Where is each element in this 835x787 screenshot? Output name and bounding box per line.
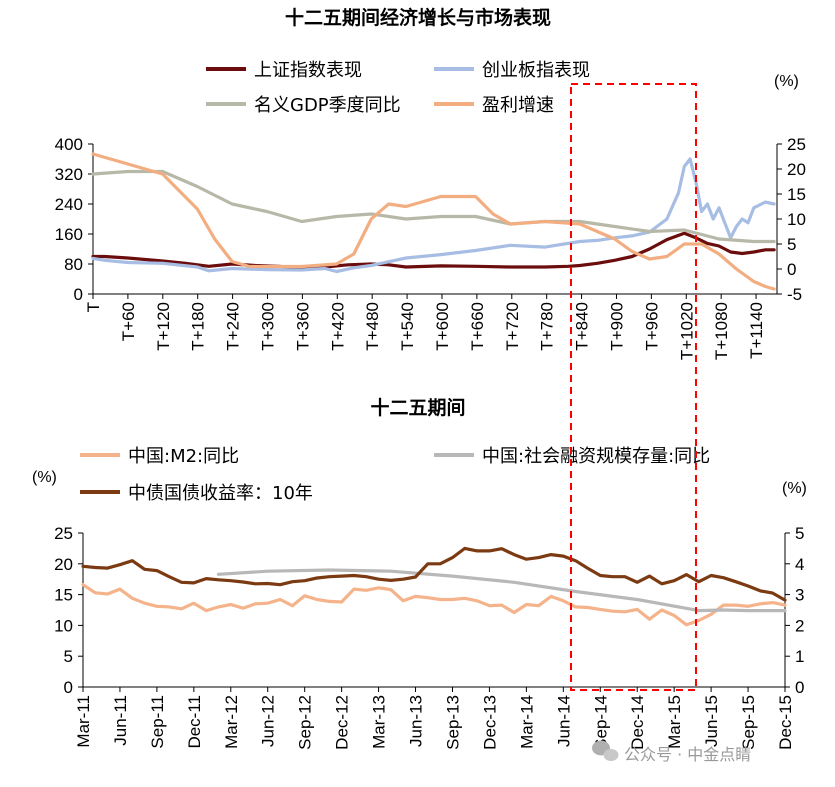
series-line — [91, 152, 776, 291]
left-tick-label: 400 — [55, 135, 83, 154]
top-plot-area: 400 320 240 160 80 0 25 20 15 10 5 0 -5 T T+60 T+120 T+1… — [55, 135, 806, 360]
x-tick-label: Jun-15 — [702, 695, 721, 747]
right-tick-label: 1 — [795, 647, 804, 666]
x-tick-label: Mar-15 — [665, 695, 684, 749]
left-tick-label: 0 — [64, 678, 73, 697]
legend-label-m2: 中国:M2:同比 — [128, 446, 239, 467]
legend-label-gdp: 名义GDP季度同比 — [254, 95, 401, 116]
top-legend: 上证指数表现 创业板指表现 名义GDP季度同比 盈利增速 — [206, 60, 590, 116]
legend-label-tsf: 中国:社会融资规模存量:同比 — [482, 446, 710, 467]
highlight-box — [570, 83, 697, 691]
x-tick-label: Mar-12 — [222, 695, 241, 749]
right-tick-label: 5 — [795, 524, 804, 543]
x-tick-label: T+900 — [607, 302, 626, 351]
series-line — [81, 546, 787, 602]
legend-label-sse: 上证指数表现 — [254, 60, 362, 81]
x-tick-label: Dec-12 — [333, 695, 352, 750]
right-tick-label: 3 — [795, 586, 804, 605]
series-line — [91, 157, 776, 274]
x-tick-label: Jun-12 — [259, 695, 278, 747]
bottom-legend: 中国:M2:同比 中国:社会融资规模存量:同比 中债国债收益率：10年 — [80, 446, 710, 504]
x-tick-label: T+360 — [293, 302, 312, 351]
left-tick-label: 160 — [55, 225, 83, 244]
x-tick-label: T+120 — [154, 302, 173, 351]
left-tick-label: 320 — [55, 165, 83, 184]
x-tick-label: T+480 — [363, 302, 382, 351]
x-tick-label: Dec-11 — [185, 695, 204, 749]
x-tick-label: T+240 — [224, 302, 243, 351]
x-tick-label: T+300 — [258, 302, 277, 351]
x-tick-label: T+780 — [538, 302, 557, 351]
x-tick-label: T+660 — [468, 302, 487, 351]
wechat-icon — [592, 740, 619, 761]
right-tick-label: 4 — [795, 555, 804, 574]
series-line — [91, 231, 776, 270]
x-tick-label: T+540 — [398, 302, 417, 351]
x-tick-label: Jun-14 — [554, 695, 573, 747]
x-tick-label: Jun-11 — [111, 695, 130, 746]
x-tick-label: Sep-11 — [148, 695, 167, 749]
x-tick-label: T+960 — [642, 302, 661, 351]
right-tick-label: 20 — [787, 160, 806, 179]
right-tick-label: 2 — [795, 616, 804, 635]
x-tick-label: Sep-12 — [296, 695, 315, 750]
left-tick-label: 0 — [74, 285, 83, 304]
left-tick-label: 10 — [54, 616, 73, 635]
x-tick-label: T+600 — [433, 302, 452, 351]
series-line — [91, 169, 776, 244]
x-tick-label: Dec-14 — [628, 695, 647, 750]
x-tick-label: Sep-14 — [591, 695, 610, 750]
left-tick-label: 80 — [64, 255, 83, 274]
legend-label-gem: 创业板指表现 — [482, 60, 590, 81]
left-tick-label: 5 — [64, 647, 73, 666]
x-tick-label: T+60 — [119, 302, 138, 341]
x-tick-label: Mar-13 — [370, 695, 389, 749]
x-tick-label: Mar-11 — [74, 695, 93, 748]
left-tick-label: 240 — [55, 195, 83, 214]
top-right-axis-unit: (%) — [774, 73, 799, 90]
left-tick-label: 20 — [54, 555, 73, 574]
right-tick-label: 0 — [795, 678, 804, 697]
x-tick-label: T+1080 — [712, 302, 731, 360]
watermark-text: 公众号 · 中金点睛 — [624, 745, 751, 764]
watermark: 公众号 · 中金点睛 — [592, 740, 751, 764]
right-tick-label: 25 — [787, 135, 806, 154]
x-tick-label: T+1020 — [677, 302, 696, 360]
series-line — [216, 568, 787, 613]
left-tick-label: 15 — [54, 586, 73, 605]
x-tick-label: Jun-13 — [407, 695, 426, 747]
x-tick-label: T+1140 — [747, 302, 766, 359]
right-tick-label: 5 — [787, 235, 796, 254]
right-tick-label: 0 — [787, 260, 796, 279]
x-tick-label: Dec-15 — [776, 695, 795, 750]
bottom-left-axis-unit: (%) — [32, 469, 57, 486]
right-tick-label: -5 — [787, 285, 802, 304]
left-tick-label: 25 — [54, 524, 73, 543]
x-tick-label: T+720 — [503, 302, 522, 351]
x-tick-label: Dec-13 — [480, 695, 499, 750]
x-tick-label: Mar-14 — [517, 695, 536, 749]
x-tick-label: Sep-13 — [443, 695, 462, 750]
right-tick-label: 10 — [787, 210, 806, 229]
bottom-right-axis-unit: (%) — [782, 480, 807, 497]
x-tick-label: T+840 — [573, 302, 592, 351]
right-tick-label: 15 — [787, 185, 806, 204]
series-line — [81, 583, 787, 627]
x-tick-label: T+180 — [189, 302, 208, 351]
x-tick-label: T+420 — [328, 302, 347, 351]
top-chart-title: 十二五期间经济增长与市场表现 — [285, 6, 551, 29]
x-tick-label: Sep-15 — [739, 695, 758, 750]
bottom-chart-title: 十二五期间 — [370, 396, 465, 419]
legend-label-profit: 盈利增速 — [482, 95, 554, 116]
x-tick-label: T — [84, 302, 103, 312]
legend-label-cgb: 中债国债收益率：10年 — [128, 483, 313, 504]
